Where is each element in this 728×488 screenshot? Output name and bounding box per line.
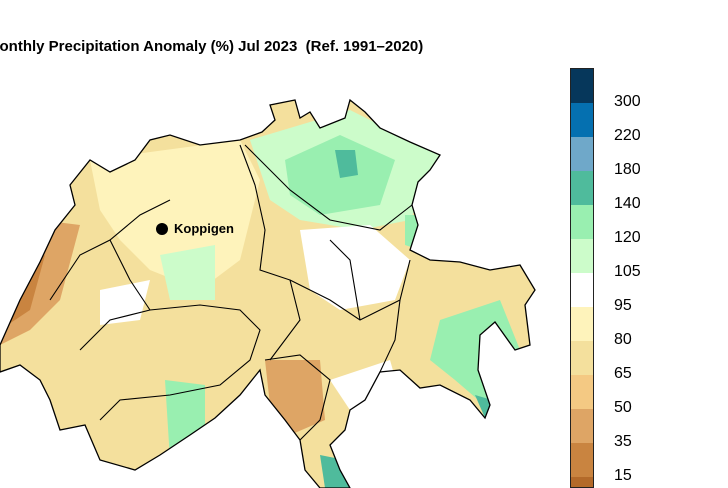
colorbar: [570, 68, 594, 488]
colorbar-segment: [571, 477, 593, 487]
colorbar-label: 50: [614, 399, 632, 416]
precipitation-map: [0, 99, 536, 488]
colorbar-label: 220: [614, 127, 641, 144]
colorbar-label: 180: [614, 161, 641, 178]
colorbar-segment: [571, 341, 593, 375]
map-title: Monthly Precipitation Anomaly (%) Jul 20…: [0, 38, 424, 55]
colorbar-label: 140: [614, 195, 641, 212]
colorbar-segment: [571, 205, 593, 239]
anomaly-field: [0, 100, 535, 488]
colorbar-segment: [571, 307, 593, 341]
colorbar-segment: [571, 273, 593, 307]
colorbar-segment: [571, 443, 593, 477]
colorbar-label: 300: [614, 93, 641, 110]
colorbar-segment: [571, 375, 593, 409]
colorbar-segment: [571, 171, 593, 205]
colorbar-segment: [571, 409, 593, 443]
colorbar-segment: [571, 69, 593, 103]
colorbar-label: 105: [614, 263, 641, 280]
koppigen-label: Koppigen: [174, 221, 234, 236]
colorbar-label: 35: [614, 433, 632, 450]
colorbar-label: 120: [614, 229, 641, 246]
colorbar-segment: [571, 137, 593, 171]
koppigen-marker: [156, 223, 168, 235]
canton-borders: [49, 144, 413, 441]
colorbar-label: 80: [614, 331, 632, 348]
colorbar-label: 95: [614, 297, 632, 314]
colorbar-segment: [571, 103, 593, 137]
colorbar-label: 65: [614, 365, 632, 382]
colorbar-label: 15: [614, 467, 632, 484]
colorbar-segment: [571, 239, 593, 273]
